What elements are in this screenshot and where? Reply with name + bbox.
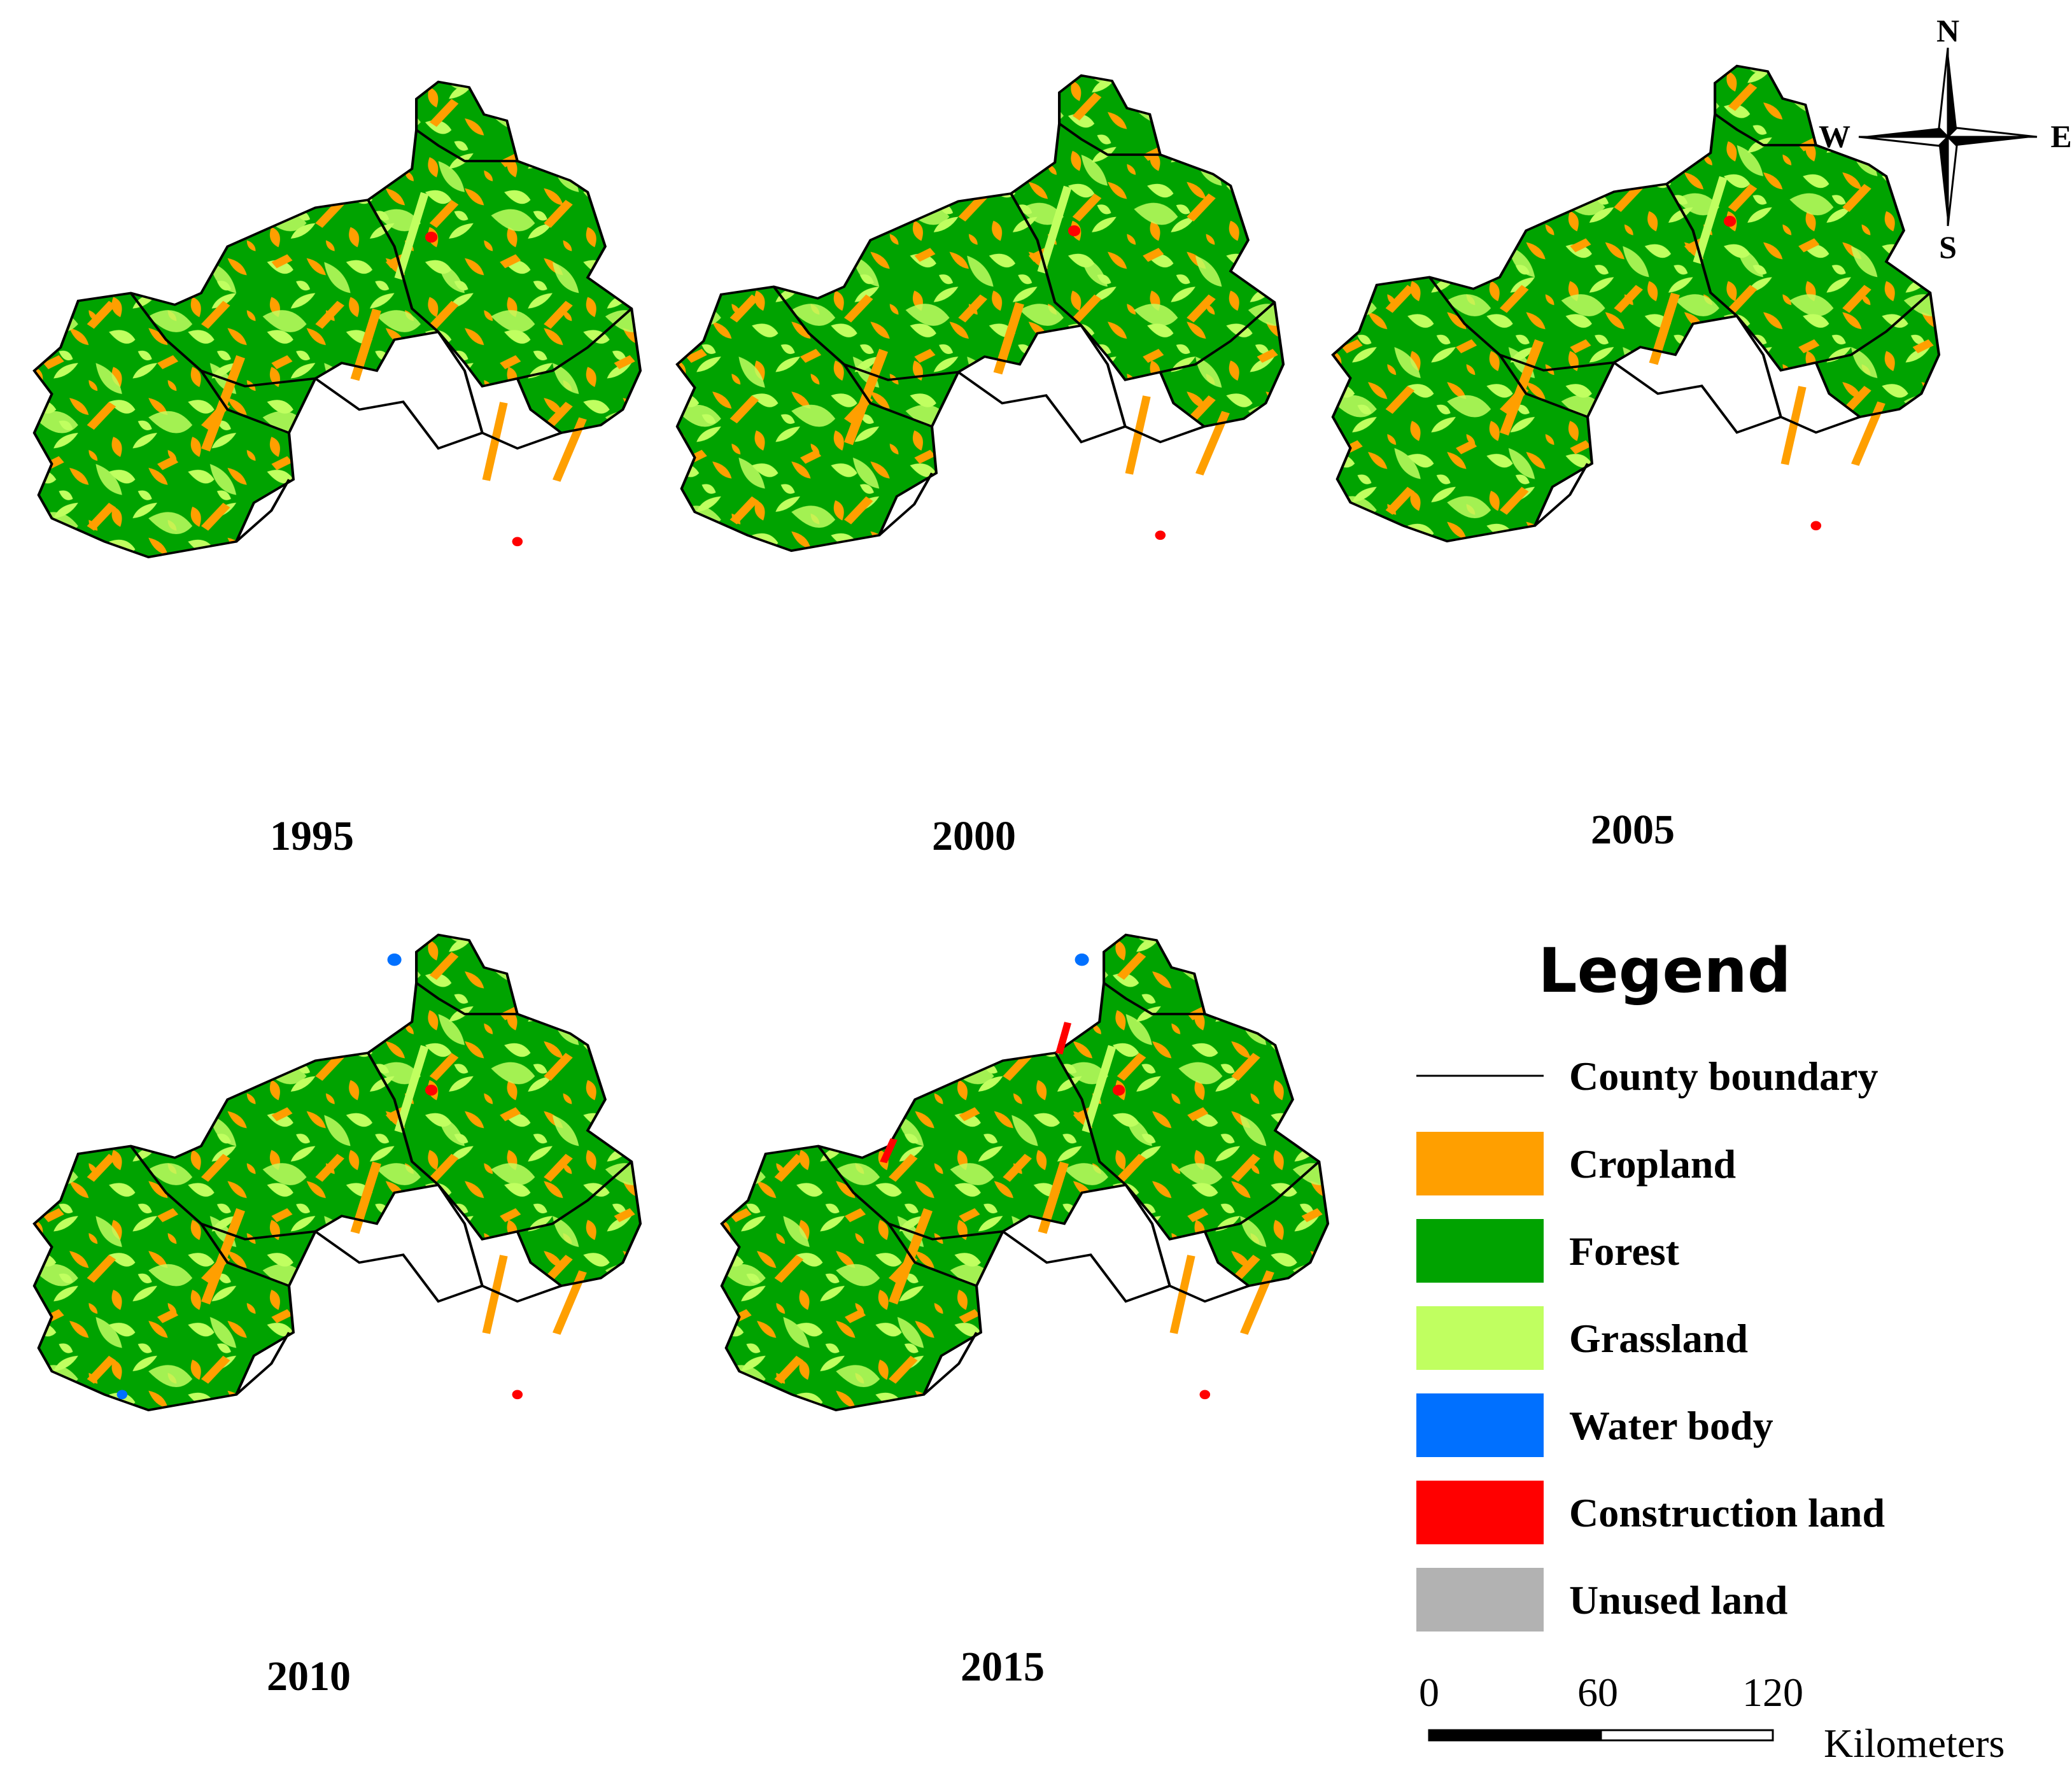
- legend: Legend County boundary Cropland Forest Gra…: [1416, 935, 1885, 1632]
- compass-n: N: [1936, 13, 1959, 48]
- year-label-1995: 1995: [270, 813, 354, 859]
- map-panel-2000: [677, 76, 1283, 551]
- legend-label-cropland: Cropland: [1569, 1141, 1736, 1187]
- scale-bar: 0 60 120 Kilometers: [1419, 1670, 2005, 1766]
- compass-s: S: [1939, 229, 1957, 265]
- compass-e: E: [2050, 118, 2071, 154]
- year-label-2010: 2010: [267, 1653, 351, 1700]
- map-panel-2010: [34, 935, 640, 1411]
- legend-label-forest: Forest: [1569, 1229, 1680, 1274]
- legend-swatch-construction-land: [1416, 1481, 1544, 1544]
- scale-tick-0: 0: [1419, 1670, 1439, 1715]
- legend-title: Legend: [1538, 935, 1791, 1006]
- legend-swatch-grassland: [1416, 1306, 1544, 1370]
- legend-swatch-forest: [1416, 1219, 1544, 1283]
- legend-label-grassland: Grassland: [1569, 1316, 1748, 1361]
- legend-swatch-unused-land: [1416, 1568, 1544, 1632]
- year-label-2000: 2000: [932, 813, 1016, 859]
- map-panel-2015: [722, 935, 1328, 1411]
- scale-bar-segment-filled: [1428, 1729, 1602, 1742]
- scale-tick-60: 60: [1577, 1670, 1618, 1715]
- legend-boundary-label: County boundary: [1569, 1054, 1878, 1099]
- year-label-2015: 2015: [961, 1644, 1045, 1690]
- scale-unit: Kilometers: [1824, 1721, 2005, 1766]
- scale-tick-120: 120: [1742, 1670, 1803, 1715]
- legend-swatch-water-body: [1416, 1393, 1544, 1457]
- legend-swatch-cropland: [1416, 1132, 1544, 1195]
- legend-label-water-body: Water body: [1569, 1403, 1773, 1448]
- legend-label-unused-land: Unused land: [1569, 1577, 1787, 1623]
- map-panel-1995: [34, 82, 640, 558]
- compass-w: W: [1819, 118, 1850, 154]
- north-arrow-icon: N S E W: [1819, 13, 2072, 265]
- legend-label-construction-land: Construction land: [1569, 1490, 1885, 1535]
- year-label-2005: 2005: [1591, 807, 1675, 853]
- scale-bar-segment-empty: [1600, 1729, 1774, 1742]
